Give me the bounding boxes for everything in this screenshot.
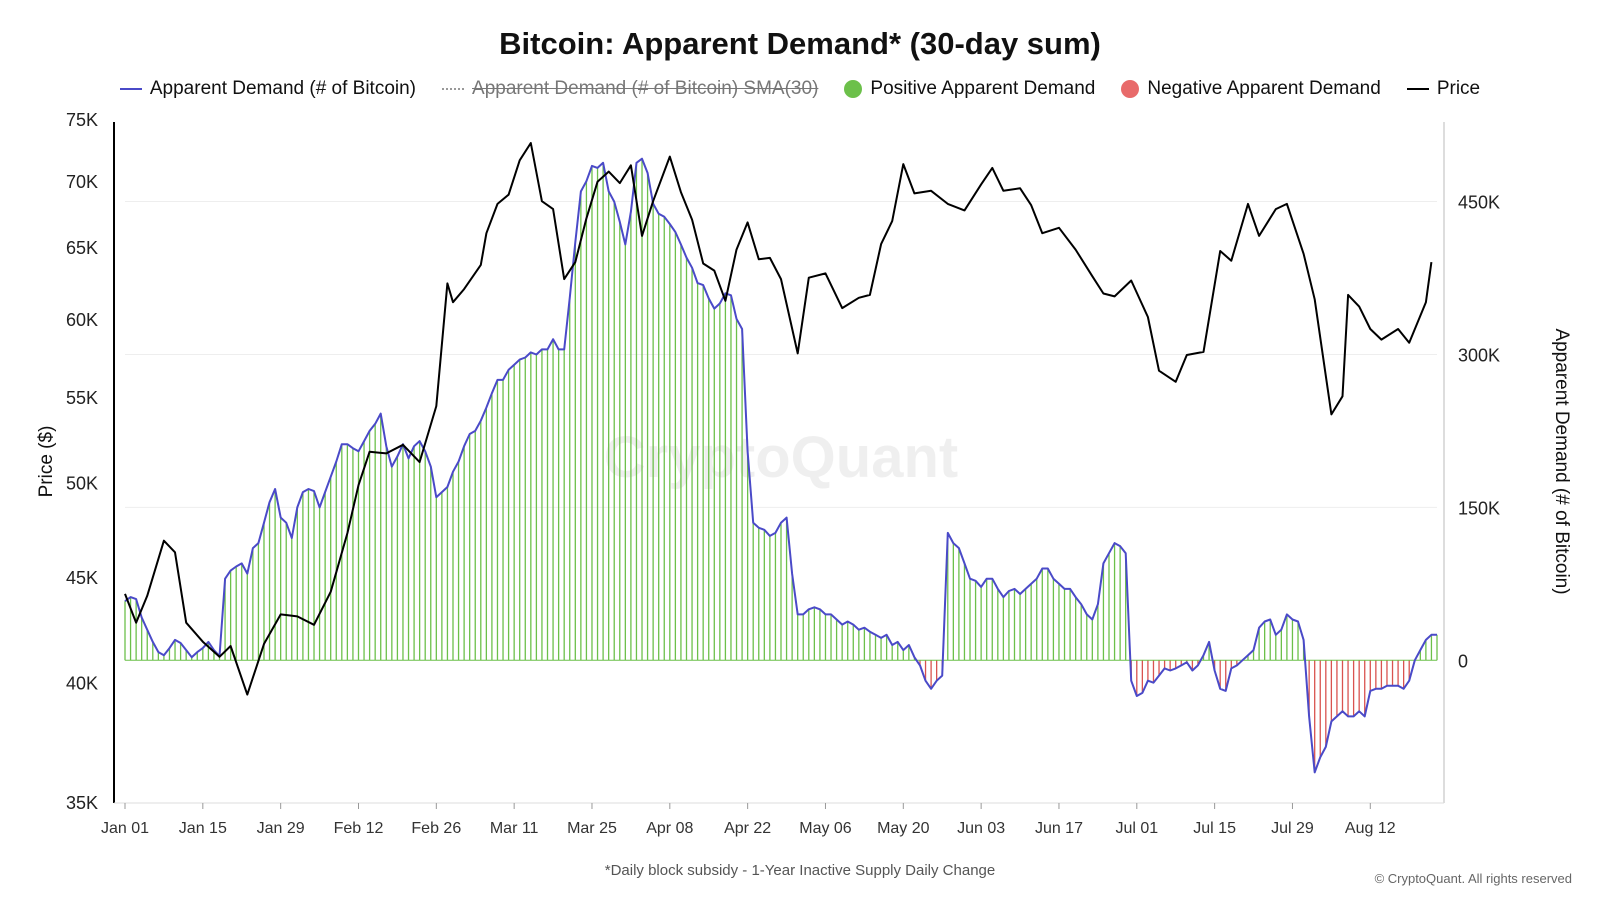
legend-swatch xyxy=(1121,80,1140,98)
x-tick-label: Jun 03 xyxy=(957,820,1005,837)
legend-item[interactable]: Apparent Demand (# of Bitcoin) xyxy=(119,78,417,100)
y-left-tick-label: 40K xyxy=(66,673,98,693)
legend-label: Price xyxy=(1436,78,1481,99)
x-tick-label: Mar 11 xyxy=(490,820,539,837)
x-tick-label: Jun 17 xyxy=(1035,820,1083,837)
legend-swatch xyxy=(119,88,142,90)
demand-line xyxy=(124,157,1437,774)
legend-item[interactable]: Negative Apparent Demand xyxy=(1121,78,1381,100)
y-left-tick-label: 60K xyxy=(66,310,98,330)
y-left-tick-label: 55K xyxy=(66,388,98,408)
y-right-tick-label: 0 xyxy=(1458,651,1468,671)
x-tick-label: Aug 12 xyxy=(1345,820,1396,837)
y-left-tick-label: 65K xyxy=(66,238,98,258)
legend-label: Apparent Demand (# of Bitcoin) xyxy=(149,78,417,99)
x-tick-label: Apr 08 xyxy=(646,820,693,837)
x-tick-label: Jan 15 xyxy=(179,820,227,837)
y-left-tick-label: 35K xyxy=(66,793,98,813)
y-right-axis-title: Apparent Demand (# of Bitcoin) xyxy=(1551,328,1572,594)
x-tick-label: May 20 xyxy=(877,820,930,837)
x-tick-label: Jan 29 xyxy=(257,820,305,837)
copyright-notice: © CryptoQuant. All rights reserved xyxy=(1374,871,1572,886)
chart-title: Bitcoin: Apparent Demand* (30-day sum) xyxy=(499,26,1101,61)
x-tick-label: May 06 xyxy=(799,820,852,837)
x-tick-label: Jul 29 xyxy=(1271,820,1314,837)
y-right-tick-label: 300K xyxy=(1458,345,1500,365)
legend: Apparent Demand (# of Bitcoin) Apparent D… xyxy=(0,78,1600,100)
x-tick-label: Mar 25 xyxy=(567,820,617,837)
price-line xyxy=(124,142,1433,696)
legend-swatch xyxy=(442,88,465,90)
legend-swatch xyxy=(844,80,863,98)
y-left-axis-title: Price ($) xyxy=(36,426,57,498)
watermark: CryptoQuant xyxy=(604,425,958,490)
y-right-tick-label: 150K xyxy=(1458,498,1500,518)
legend-item[interactable]: Price xyxy=(1406,78,1481,100)
y-left-tick-label: 45K xyxy=(66,568,98,588)
y-left-tick-label: 75K xyxy=(66,110,98,130)
x-tick-label: Feb 26 xyxy=(411,820,461,837)
legend-label: Negative Apparent Demand xyxy=(1147,78,1381,99)
x-tick-label: Feb 12 xyxy=(334,820,384,837)
x-tick-label: Jan 01 xyxy=(101,820,149,837)
demand-bars xyxy=(124,158,1438,773)
y-left-tick-label: 70K xyxy=(66,172,98,192)
x-tick-label: Jul 01 xyxy=(1115,820,1158,837)
legend-item[interactable]: Positive Apparent Demand xyxy=(844,78,1095,100)
x-tick-label: Jul 15 xyxy=(1193,820,1236,837)
legend-item[interactable]: Apparent Demand (# of Bitcoin) SMA(30) xyxy=(442,78,818,100)
x-tick-label: Apr 22 xyxy=(724,820,771,837)
y-left-tick-label: 50K xyxy=(66,473,98,493)
y-right-tick-label: 450K xyxy=(1458,193,1500,213)
chart-footnote: *Daily block subsidy - 1-Year Inactive S… xyxy=(604,862,996,879)
legend-label: Apparent Demand (# of Bitcoin) SMA(30) xyxy=(472,78,819,99)
legend-label: Positive Apparent Demand xyxy=(870,78,1096,99)
legend-swatch xyxy=(1406,88,1429,90)
